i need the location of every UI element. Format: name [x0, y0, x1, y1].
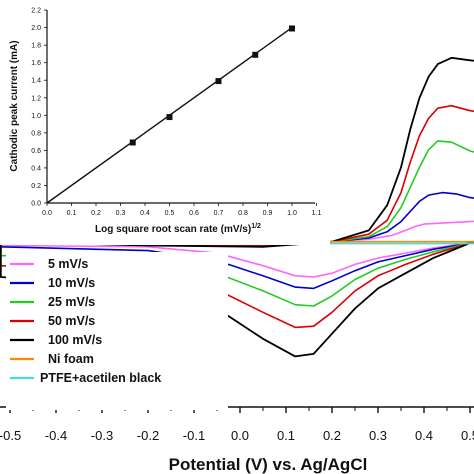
inset-data-point [129, 139, 136, 146]
inset-y-tick-label: 1.4 [31, 78, 41, 85]
curve-50-mv-s [0, 104, 474, 329]
legend-entry-10-mv-s: 10 mV/s [10, 276, 95, 290]
inset-x-tick-label: 1.0 [287, 210, 297, 217]
main-x-tick-label: 0.0 [231, 428, 249, 443]
main-x-axis-title: Potential (V) vs. Ag/AgCl [169, 455, 368, 474]
main-x-tick-label: 0.5 [461, 428, 474, 443]
inset-x-tick-label: 0.5 [165, 210, 175, 217]
inset-data [46, 25, 295, 204]
legend-entry-25-mv-s: 25 mV/s [10, 295, 95, 309]
main-x-tick-label: 0.2 [323, 428, 341, 443]
inset-data-point [215, 78, 222, 85]
inset-y-tick-label: 0.4 [31, 165, 41, 172]
inset-y-tick-label: 0.6 [31, 148, 41, 155]
main-x-tick-label: -0.1 [183, 428, 205, 443]
inset-y-tick-label: 2.2 [31, 8, 41, 15]
curve-25-mv-s [0, 140, 474, 307]
main-plot: -0.5 -0.4 -0.3 -0.2 -0.1 0.0 0.1 0.2 0.3 0.4 0.5 P… [0, 56, 474, 474]
curve-100-mv-s [0, 56, 474, 358]
inset-ticks: 0.0 0.1 0.2 0.3 0.4 0.5 0.6 0.7 0.8 0.9 1.0 1.1 0.0 0… [31, 8, 321, 217]
curve-10-mv-s [0, 191, 474, 290]
inset-x-axis-title-main: Log square root scan rate (mV/s) [95, 224, 251, 235]
main-x-tick-label: -0.4 [45, 428, 67, 443]
legend: 5 mV/s 10 mV/s 25 mV/s 50 mV/s 100 mV/s Ni fo… [6, 252, 228, 410]
legend-label: 25 mV/s [48, 295, 95, 309]
legend-entry-50-mv-s: 50 mV/s [10, 314, 95, 328]
inset-x-tick-label: 0.6 [189, 210, 199, 217]
legend-entry-100-mv-s: 100 mV/s [10, 333, 102, 347]
inset-x-axis-title-sup: 1/2 [251, 223, 261, 230]
curve-5-mv-s [0, 220, 474, 278]
inset-x-tick-label: 1.1 [312, 210, 322, 217]
main-x-tick-label: -0.3 [91, 428, 113, 443]
inset-y-tick-label: 2.0 [31, 25, 41, 32]
legend-label: 50 mV/s [48, 314, 95, 328]
legend-entry-ni-foam: Ni foam [10, 352, 94, 366]
inset-x-tick-label: 0.0 [42, 210, 52, 217]
inset-y-axis-title: Cathodic peak current (mA) [9, 40, 20, 171]
inset-x-tick-label: 0.7 [214, 210, 224, 217]
main-x-tick-label: -0.2 [137, 428, 159, 443]
inset-y-tick-label: 1.2 [31, 95, 41, 102]
inset-x-tick-label: 0.9 [263, 210, 273, 217]
inset-plot: 0.0 0.1 0.2 0.3 0.4 0.5 0.6 0.7 0.8 0.9 1.0 1.1 0.0 0… [0, 0, 330, 245]
inset-y-tick-label: 0.8 [31, 130, 41, 137]
legend-label: PTFE+acetilen black [40, 371, 161, 385]
inset-y-tick-label: 1.8 [31, 43, 41, 50]
legend-label: 5 mV/s [48, 257, 88, 271]
legend-label: 100 mV/s [48, 333, 102, 347]
inset-y-tick-label: 1.6 [31, 60, 41, 67]
legend-entry-5-mv-s: 5 mV/s [10, 257, 88, 271]
inset-data-point [252, 51, 259, 58]
inset-x-tick-label: 0.4 [140, 210, 150, 217]
legend-background [6, 252, 228, 410]
inset-y-tick-label: 0.2 [31, 183, 41, 190]
main-x-tick-label: 0.4 [415, 428, 433, 443]
inset-x-axis-title: Log square root scan rate (mV/s)1/2 [95, 223, 261, 235]
legend-label: Ni foam [48, 352, 94, 366]
inset-y-tick-label: 1.0 [31, 113, 41, 120]
main-x-tick-label: 0.1 [277, 428, 295, 443]
inset-background [0, 0, 330, 245]
inset-x-tick-label: 0.2 [91, 210, 101, 217]
inset-x-tick-label: 0.1 [67, 210, 77, 217]
legend-label: 10 mV/s [48, 276, 95, 290]
inset-data-point [166, 114, 173, 121]
inset-x-tick-label: 0.3 [116, 210, 126, 217]
inset-x-tick-label: 0.8 [238, 210, 248, 217]
main-x-tick-label: -0.5 [0, 428, 21, 443]
legend-entry-ptfe-acetilen-black: PTFE+acetilen black [10, 371, 161, 385]
inset-data-point [289, 25, 295, 32]
inset-y-tick-label: 0.0 [31, 201, 41, 208]
main-x-tick-label: 0.3 [369, 428, 387, 443]
